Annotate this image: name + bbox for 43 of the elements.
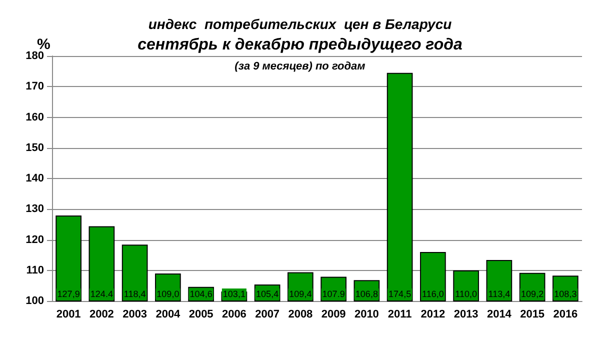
data-label: 127,9 bbox=[57, 289, 80, 299]
x-tick-label: 2009 bbox=[321, 308, 346, 320]
x-tick-label: 2015 bbox=[520, 308, 545, 320]
x-tick-label: 2012 bbox=[420, 308, 446, 320]
x-tick-label: 2008 bbox=[288, 308, 313, 320]
data-label: 106,8 bbox=[355, 289, 378, 299]
x-tick-label: 2013 bbox=[454, 308, 478, 320]
x-tick-label: 2006 bbox=[222, 308, 246, 320]
y-tick-label: 160 bbox=[26, 111, 44, 124]
y-tick-label: 150 bbox=[26, 142, 44, 154]
x-tick-label: 2001 bbox=[56, 308, 81, 320]
chart-subtitle: сентябрь к декабрю предыдущего года bbox=[138, 36, 462, 54]
x-tick-label: 2010 bbox=[354, 308, 379, 320]
chart-title: индекс потребительских цен в Беларуси bbox=[148, 16, 452, 32]
data-label: 107.9 bbox=[322, 289, 345, 299]
x-tick-label: 2003 bbox=[122, 308, 148, 320]
y-tick-label: 130 bbox=[26, 203, 44, 216]
y-tick-label: 180 bbox=[26, 50, 44, 62]
data-label: 109,0 bbox=[156, 289, 180, 299]
y-tick-label: 170 bbox=[26, 80, 44, 93]
y-tick-label: 120 bbox=[26, 234, 44, 246]
x-tick-label: 2014 bbox=[486, 308, 512, 320]
x-tick-label: 2002 bbox=[89, 308, 114, 320]
data-label: 124.4 bbox=[90, 289, 113, 299]
x-tick-label: 2007 bbox=[255, 308, 280, 320]
x-tick-label: 2011 bbox=[388, 308, 412, 320]
data-label: 108,3 bbox=[554, 289, 577, 299]
x-tick-label: 2016 bbox=[553, 308, 578, 320]
data-label: 109,2 bbox=[521, 289, 544, 299]
y-tick-label: 110 bbox=[26, 264, 44, 276]
data-label: 109,4 bbox=[289, 289, 312, 299]
data-label: 105,4 bbox=[256, 289, 279, 299]
x-tick-label: 2004 bbox=[156, 308, 182, 320]
data-label: 113,4 bbox=[488, 289, 510, 299]
y-tick-label: 140 bbox=[26, 172, 44, 184]
data-label: 174,5 bbox=[388, 289, 412, 299]
y-tick-label: 100 bbox=[26, 295, 44, 307]
data-label: 104,6 bbox=[190, 289, 212, 299]
data-label: 118,4 bbox=[124, 289, 146, 299]
x-tick-label: 2005 bbox=[188, 308, 214, 320]
annotation: (за 9 месяцев) по годам bbox=[234, 60, 366, 72]
data-label: 116,0 bbox=[422, 289, 444, 299]
data-label: 110,0 bbox=[455, 289, 477, 299]
